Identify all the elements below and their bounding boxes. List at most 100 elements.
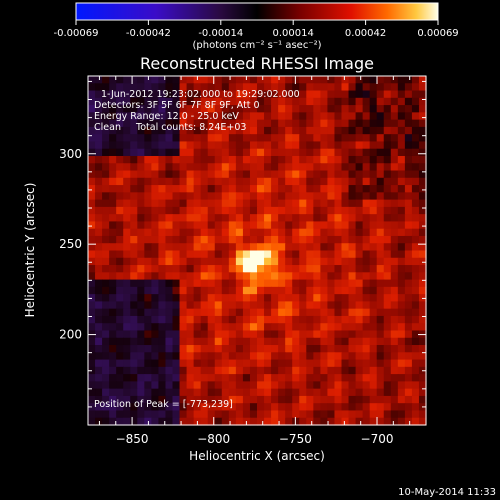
heatmap-cell: [362, 243, 371, 252]
heatmap-cell: [123, 112, 131, 121]
heatmap-cell: [397, 155, 406, 164]
heatmap-cell: [221, 417, 230, 426]
heatmap-cell: [257, 315, 265, 324]
heatmap-cell: [411, 228, 420, 237]
heatmap-cell: [271, 83, 279, 92]
heatmap-cell: [235, 214, 244, 223]
heatmap-cell: [397, 323, 406, 332]
heatmap-cell: [186, 192, 195, 201]
heatmap-cell: [348, 148, 357, 157]
heatmap-cell: [165, 177, 174, 186]
heatmap-cell: [249, 279, 258, 288]
heatmap-cell: [200, 206, 209, 215]
heatmap-cell: [193, 257, 202, 266]
heatmap-cell: [313, 221, 321, 230]
heatmap-cell: [411, 395, 420, 404]
heatmap-cell: [299, 301, 307, 310]
heatmap-cell: [165, 417, 174, 426]
heatmap-cell: [151, 155, 160, 164]
heatmap-cell: [299, 141, 307, 150]
heatmap-cell: [362, 83, 371, 92]
heatmap-cell: [186, 395, 195, 404]
heatmap-cell: [404, 243, 413, 252]
heatmap-cell: [369, 163, 378, 172]
heatmap-cell: [292, 155, 300, 164]
heatmap-cell: [299, 90, 307, 99]
heatmap-cell: [151, 381, 160, 390]
heatmap-cell: [221, 403, 230, 412]
heatmap-cell: [320, 243, 329, 252]
heatmap-cell: [355, 330, 364, 339]
heatmap-cell: [264, 250, 272, 259]
heatmap-cell: [383, 177, 392, 186]
heatmap-cell: [418, 374, 427, 382]
heatmap-cell: [271, 126, 279, 135]
heatmap-cell: [221, 381, 230, 390]
heatmap-cell: [158, 308, 167, 317]
heatmap-cell: [271, 155, 279, 164]
heatmap-cell: [249, 228, 258, 237]
heatmap-cell: [172, 308, 181, 317]
heatmap-cell: [193, 301, 202, 310]
heatmap-cell: [278, 294, 286, 302]
heatmap-cell: [285, 279, 293, 288]
heatmap-cell: [264, 206, 272, 215]
heatmap-cell: [320, 395, 329, 404]
heatmap-cell: [186, 250, 195, 259]
heatmap-cell: [249, 301, 258, 310]
heatmap-cell: [313, 403, 321, 412]
heatmap-cell: [179, 417, 188, 426]
heatmap-cell: [200, 272, 209, 281]
heatmap-cell: [235, 97, 244, 106]
heatmap-cell: [418, 301, 427, 310]
heatmap-cell: [179, 105, 188, 113]
heatmap-cell: [404, 119, 413, 128]
heatmap-cell: [257, 417, 265, 426]
heatmap-cell: [355, 192, 364, 201]
heatmap-cell: [102, 105, 110, 113]
heatmap-cell: [376, 323, 385, 332]
heatmap-cell: [242, 148, 251, 157]
heatmap-cell: [158, 272, 167, 281]
heatmap-cell: [235, 345, 244, 353]
heatmap-cell: [144, 359, 152, 368]
heatmap-cell: [165, 163, 174, 172]
heatmap-cell: [320, 323, 329, 332]
heatmap-cell: [327, 286, 336, 295]
heatmap-cell: [418, 345, 427, 353]
heatmap-cell: [355, 286, 364, 295]
heatmap-cell: [376, 76, 385, 84]
heatmap-cell: [257, 243, 265, 252]
heatmap-cell: [383, 134, 392, 143]
heatmap-cell: [418, 206, 427, 215]
heatmap-cell: [285, 323, 293, 332]
heatmap-cell: [257, 163, 265, 172]
heatmap-cell: [158, 185, 167, 193]
heatmap-cell: [383, 214, 392, 223]
heatmap-cell: [95, 323, 103, 332]
heatmap-cell: [116, 272, 124, 281]
heatmap-cell: [123, 119, 131, 128]
heatmap-cell: [235, 119, 244, 128]
heatmap-cell: [228, 315, 237, 324]
heatmap-cell: [235, 279, 244, 288]
heatmap-cell: [285, 192, 293, 201]
heatmap-cell: [334, 337, 343, 346]
heatmap-cell: [264, 265, 272, 273]
heatmap-cell: [165, 337, 174, 346]
heatmap-cell: [404, 265, 413, 273]
heatmap-cell: [172, 417, 181, 426]
heatmap-cell: [369, 243, 378, 252]
heatmap-cell: [95, 192, 103, 201]
colorbar-tick-label: -0.00042: [126, 28, 171, 39]
heatmap-cell: [397, 163, 406, 172]
heatmap-cell: [418, 279, 427, 288]
heatmap-cell: [285, 417, 293, 426]
heatmap-cell: [397, 374, 406, 382]
heatmap-cell: [376, 388, 385, 397]
heatmap-cell: [235, 83, 244, 92]
heatmap-cell: [369, 155, 378, 164]
heatmap-cell: [109, 352, 117, 361]
heatmap-cell: [200, 395, 209, 404]
